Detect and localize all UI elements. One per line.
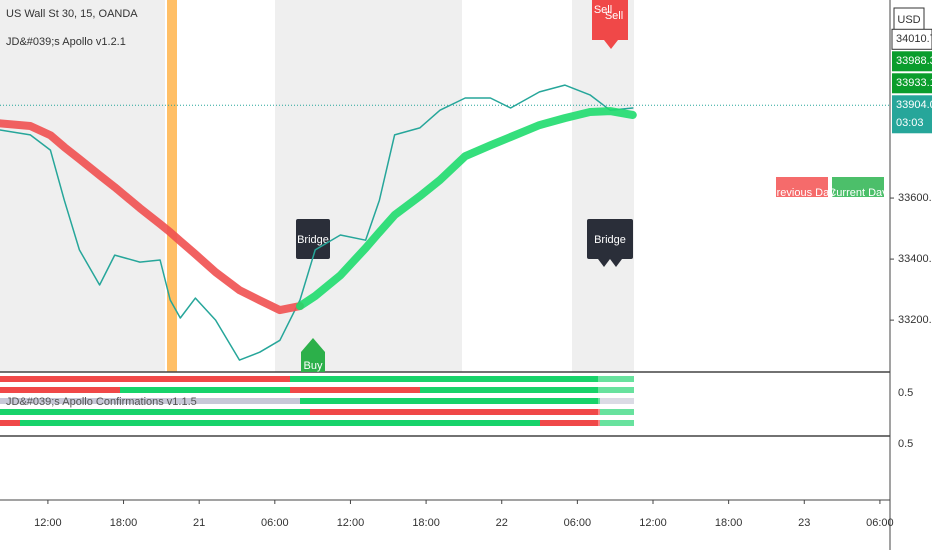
x-tick-label: 06:00 (564, 517, 592, 529)
annotation: Sell (605, 10, 623, 22)
moving-average (0, 119, 304, 315)
x-tick-label: 22 (496, 517, 508, 529)
confirmation-rows (0, 376, 634, 426)
x-tick-label: 12:00 (337, 517, 365, 529)
session-bg (572, 0, 634, 372)
countdown: 03:03 (896, 117, 924, 129)
price-tag-label: 33988.3 (896, 55, 932, 67)
indicator-name: JD&#039;s Apollo v1.2.1 (6, 36, 126, 48)
y-tick-label: 33600.0 (898, 192, 932, 204)
x-tick-label: 12:00 (639, 517, 667, 529)
moving-average (296, 107, 637, 311)
chart-title: US Wall St 30, 15, OANDA (6, 8, 138, 20)
annotation: Sell (594, 4, 612, 16)
x-tick-label: 06:00 (866, 517, 894, 529)
x-tick-label: 18:00 (412, 517, 440, 529)
y-tick-label: 33400.0 (898, 253, 932, 265)
price-tag (892, 95, 932, 134)
annotation: Bridge (297, 234, 329, 246)
session-bg (0, 0, 165, 372)
bridge-marker: Bridge (296, 219, 330, 259)
day-box-label: Previous Day (769, 187, 835, 199)
price-tag-label: 33904.0 (896, 99, 932, 111)
buy-marker: Buy (301, 338, 325, 372)
price-tag (892, 51, 932, 72)
highlight-bar (167, 0, 177, 372)
price-tag (891, 28, 932, 50)
price-tag (892, 73, 932, 94)
day-box-label: Current Day (828, 187, 888, 199)
x-tick-label: 18:00 (715, 517, 743, 529)
annotation: Buy (304, 360, 323, 372)
pane-tick: 0.5 (898, 387, 913, 399)
pane-title: JD&#039;s Apollo Confirmations v1.1.5 (6, 396, 197, 408)
currency: USD (897, 14, 920, 26)
currency-box (893, 7, 925, 33)
pane-tick: 0.5 (898, 438, 913, 450)
x-tick-label: 21 (193, 517, 205, 529)
y-tick-label: 33200.0 (898, 314, 932, 326)
day-boxes: Previous Day Current Day (769, 177, 888, 199)
bridge-marker: Bridge (587, 219, 633, 267)
annotation: Bridge (594, 234, 626, 246)
x-tick-label: 18:00 (110, 517, 138, 529)
x-tick-label: 12:00 (34, 517, 62, 529)
price-tag-label: 34010.7 (896, 33, 932, 45)
x-tick-label: 06:00 (261, 517, 289, 529)
price-line (0, 84, 634, 361)
x-tick-label: 23 (798, 517, 810, 529)
price-tag-label: 33933.1 (896, 77, 932, 89)
